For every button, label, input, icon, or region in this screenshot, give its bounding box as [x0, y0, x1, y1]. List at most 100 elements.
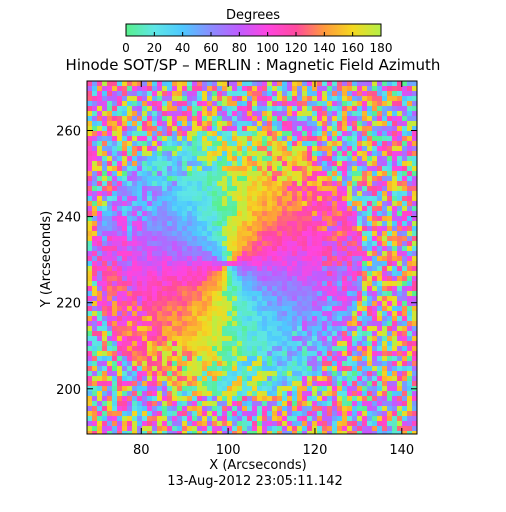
heatmap-cell: [277, 106, 282, 111]
heatmap-cell: [397, 146, 402, 151]
heatmap-cell: [232, 326, 237, 331]
heatmap-cell: [252, 276, 257, 281]
heatmap-cell: [377, 331, 382, 336]
heatmap-cell: [157, 146, 162, 151]
heatmap-cell: [272, 261, 277, 266]
heatmap-cell: [257, 331, 262, 336]
heatmap-cell: [272, 166, 277, 171]
heatmap-cell: [322, 116, 327, 121]
heatmap-cell: [172, 191, 177, 196]
heatmap-cell: [192, 396, 197, 401]
heatmap-cell: [287, 416, 292, 421]
heatmap-cell: [157, 421, 162, 426]
heatmap-cell: [372, 326, 377, 331]
heatmap-cell: [242, 286, 247, 291]
heatmap-cell: [127, 231, 132, 236]
heatmap-cell: [152, 196, 157, 201]
heatmap-cell: [357, 421, 362, 426]
heatmap-cell: [357, 381, 362, 386]
heatmap-cell: [397, 266, 402, 271]
heatmap-cell: [102, 301, 107, 306]
heatmap-cell: [232, 386, 237, 391]
heatmap-cell: [182, 316, 187, 321]
heatmap-cell: [212, 201, 217, 206]
heatmap-cell: [172, 171, 177, 176]
heatmap-cell: [317, 166, 322, 171]
heatmap-cell: [122, 376, 127, 381]
heatmap-cell: [177, 316, 182, 321]
heatmap-cell: [372, 146, 377, 151]
heatmap-cell: [407, 241, 412, 246]
heatmap-cell: [317, 226, 322, 231]
heatmap-cell: [257, 376, 262, 381]
heatmap-cell: [277, 116, 282, 121]
heatmap-cell: [137, 291, 142, 296]
heatmap-cell: [362, 431, 367, 434]
heatmap-cell: [387, 301, 392, 306]
heatmap-cell: [122, 336, 127, 341]
heatmap-cell: [332, 331, 337, 336]
heatmap-cell: [357, 176, 362, 181]
heatmap-cell: [142, 326, 147, 331]
heatmap-cell: [227, 181, 232, 186]
heatmap-cell: [137, 256, 142, 261]
heatmap-cell: [257, 186, 262, 191]
heatmap-cell: [312, 216, 317, 221]
heatmap-cell: [232, 401, 237, 406]
heatmap-cell: [382, 356, 387, 361]
heatmap-cell: [157, 201, 162, 206]
heatmap-cell: [127, 151, 132, 156]
heatmap-cell: [277, 241, 282, 246]
heatmap-cell: [367, 411, 372, 416]
heatmap-cell: [317, 431, 322, 434]
heatmap-cell: [347, 261, 352, 266]
heatmap-cell: [197, 326, 202, 331]
heatmap-cell: [277, 391, 282, 396]
heatmap-cell: [327, 86, 332, 91]
heatmap-cell: [167, 366, 172, 371]
heatmap-cell: [157, 131, 162, 136]
heatmap-cell: [397, 236, 402, 241]
heatmap-cell: [297, 386, 302, 391]
heatmap-cell: [237, 236, 242, 241]
heatmap-cell: [297, 256, 302, 261]
heatmap-cell: [317, 186, 322, 191]
heatmap-cell: [92, 176, 97, 181]
heatmap-cell: [287, 341, 292, 346]
heatmap-cell: [272, 181, 277, 186]
heatmap-cell: [307, 121, 312, 126]
heatmap-cell: [407, 426, 412, 431]
heatmap-cell: [87, 151, 92, 156]
heatmap-cell: [287, 246, 292, 251]
heatmap-cell: [227, 316, 232, 321]
heatmap-cell: [192, 326, 197, 331]
heatmap-cell: [92, 231, 97, 236]
heatmap-cell: [272, 326, 277, 331]
heatmap-cell: [172, 281, 177, 286]
heatmap-cell: [192, 151, 197, 156]
heatmap-cell: [372, 401, 377, 406]
heatmap-cell: [252, 356, 257, 361]
heatmap-cell: [392, 331, 397, 336]
heatmap-cell: [407, 216, 412, 221]
heatmap-cell: [317, 316, 322, 321]
heatmap-cell: [302, 241, 307, 246]
heatmap-cell: [402, 281, 407, 286]
heatmap-cell: [267, 401, 272, 406]
heatmap-cell: [157, 251, 162, 256]
heatmap-cell: [372, 186, 377, 191]
heatmap-cell: [307, 261, 312, 266]
heatmap-cell: [192, 136, 197, 141]
heatmap-cell: [217, 111, 222, 116]
heatmap-cell: [327, 261, 332, 266]
heatmap-cell: [107, 146, 112, 151]
heatmap-cell: [187, 191, 192, 196]
heatmap-cell: [142, 231, 147, 236]
heatmap-cell: [252, 151, 257, 156]
heatmap-cell: [192, 156, 197, 161]
heatmap-cell: [177, 196, 182, 201]
heatmap-cell: [197, 226, 202, 231]
heatmap-cell: [102, 136, 107, 141]
heatmap-cell: [292, 126, 297, 131]
heatmap-cell: [347, 236, 352, 241]
